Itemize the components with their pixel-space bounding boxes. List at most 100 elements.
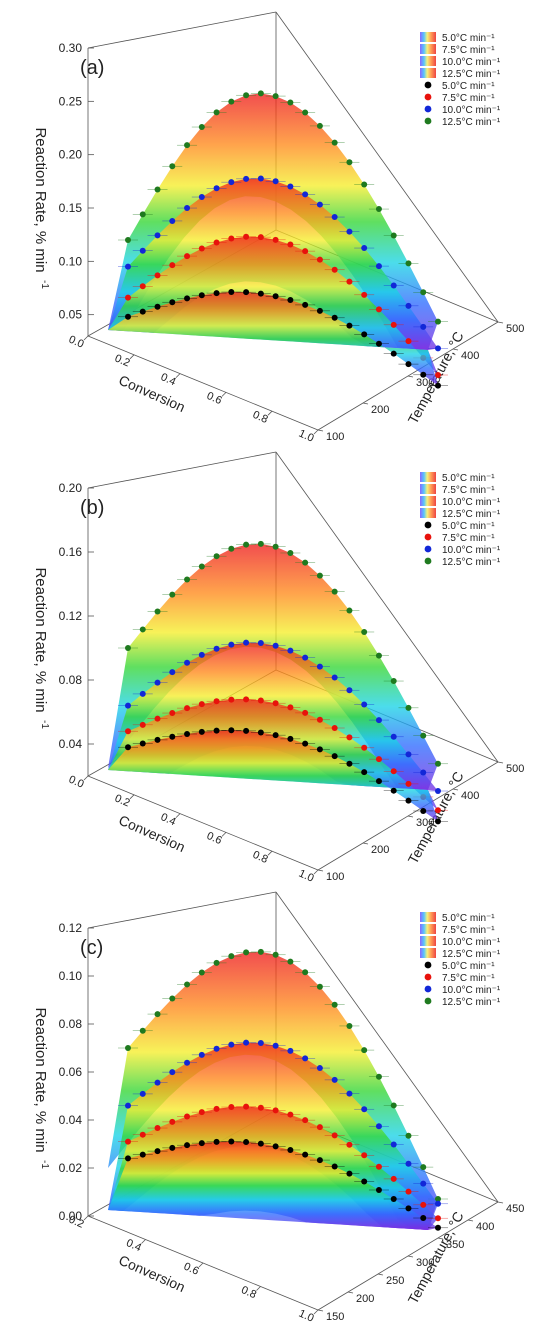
legend-swatch-surface — [420, 912, 436, 922]
data-point — [228, 1138, 235, 1145]
data-point — [361, 291, 368, 298]
z-tick-label: 0.16 — [59, 545, 83, 559]
data-point — [272, 951, 279, 958]
x-tick — [83, 1215, 89, 1221]
data-point — [361, 1178, 368, 1185]
x-tick-label: 0.4 — [124, 1237, 143, 1254]
data-point — [228, 696, 235, 703]
z-tick-label: 0.08 — [59, 1017, 83, 1031]
z-tick-label: 0.00 — [59, 1209, 83, 1223]
data-point — [272, 293, 279, 300]
data-point — [390, 350, 397, 357]
data-point — [125, 1045, 131, 1051]
box-edge — [87, 11, 277, 49]
legend-marker — [424, 557, 432, 565]
z-tick-label: 0.10 — [59, 254, 83, 268]
data-point — [420, 769, 427, 776]
data-point — [375, 306, 382, 313]
y-tick-label: 400 — [476, 1221, 494, 1233]
data-point — [420, 1215, 427, 1222]
data-point — [361, 1152, 368, 1159]
data-point — [346, 1141, 353, 1148]
data-point — [420, 732, 427, 739]
x-tick — [267, 410, 273, 416]
y-tick-label: 450 — [506, 1203, 524, 1215]
data-point — [243, 1039, 250, 1046]
data-point — [302, 1117, 309, 1124]
legend-label-surface: 10.0°C min⁻¹ — [442, 497, 501, 508]
surface-3 — [108, 951, 438, 1230]
data-point — [272, 93, 279, 100]
x-tick — [129, 354, 135, 360]
legend-label-point: 5.0°C min⁻¹ — [442, 961, 495, 972]
data-point — [361, 628, 368, 635]
data-point — [302, 1151, 309, 1158]
data-point — [420, 371, 427, 378]
data-point — [405, 338, 412, 345]
data-point — [287, 99, 294, 106]
y-tick — [407, 815, 414, 818]
data-point — [331, 314, 338, 321]
data-point — [435, 372, 441, 378]
data-point — [302, 1055, 309, 1062]
data-point — [228, 727, 235, 734]
data-point — [198, 292, 205, 299]
z-tick-label: 0.25 — [59, 94, 83, 108]
data-point — [331, 1163, 338, 1170]
legend-label-point: 7.5°C min⁻¹ — [442, 973, 495, 984]
legend-swatch-surface — [420, 924, 436, 934]
x-tick — [221, 832, 227, 837]
data-point — [243, 1139, 250, 1146]
data-point — [331, 588, 338, 595]
data-point — [139, 721, 146, 728]
data-point — [435, 318, 441, 325]
legend-swatch-surface — [420, 56, 436, 66]
data-point — [302, 191, 309, 198]
legend-marker — [424, 961, 432, 969]
legend-label-point: 5.0°C min⁻¹ — [442, 81, 495, 92]
x-tick-label: 0.0 — [67, 774, 86, 791]
data-point — [169, 1144, 176, 1151]
surface-3 — [108, 543, 438, 790]
data-point — [331, 1001, 338, 1008]
y-tick — [452, 348, 459, 351]
data-point — [420, 289, 427, 296]
data-point — [213, 698, 220, 705]
x-tick-label: 0.4 — [159, 371, 178, 388]
data-point — [420, 1180, 427, 1187]
data-point — [213, 553, 220, 560]
data-point — [375, 1073, 382, 1080]
z-tick-label: 0.20 — [59, 481, 83, 495]
data-point — [435, 807, 441, 814]
legend-label-point: 5.0°C min⁻¹ — [442, 521, 495, 532]
data-point — [361, 1106, 368, 1113]
data-point — [302, 109, 309, 116]
x-tick — [267, 850, 273, 856]
data-point — [154, 303, 161, 310]
data-point — [184, 253, 191, 260]
data-point — [331, 1132, 338, 1139]
x-tick — [175, 373, 181, 378]
chart-panel-2: 0.00 0.02 0.04 0.06 0.08 0.10 0.12 Reaction Rat… — [32, 891, 524, 1325]
legend-swatch-surface — [420, 32, 436, 42]
data-point — [243, 233, 250, 240]
data-point — [198, 1140, 205, 1147]
y-tick — [407, 1255, 414, 1258]
z-axis-label: Reaction Rate, % min — [32, 1007, 49, 1152]
panel-label: (a) — [80, 57, 104, 79]
data-point — [331, 753, 338, 760]
y-tick — [317, 869, 324, 872]
z-axis-title: Reaction Rate, % min -1 — [32, 1007, 50, 1169]
x-tick — [313, 1309, 319, 1315]
data-point — [316, 1124, 323, 1131]
data-point — [302, 248, 309, 255]
data-point — [390, 787, 397, 794]
y-tick — [467, 1219, 474, 1222]
data-point — [346, 1090, 353, 1097]
data-point — [316, 122, 323, 129]
y-tick — [497, 321, 504, 324]
chart-panel-0: 0.05 0.10 0.15 0.20 0.25 0.30 Reaction Rate, %… — [32, 11, 524, 445]
data-point — [154, 1148, 161, 1155]
legend-label-point: 10.0°C min⁻¹ — [442, 985, 501, 996]
